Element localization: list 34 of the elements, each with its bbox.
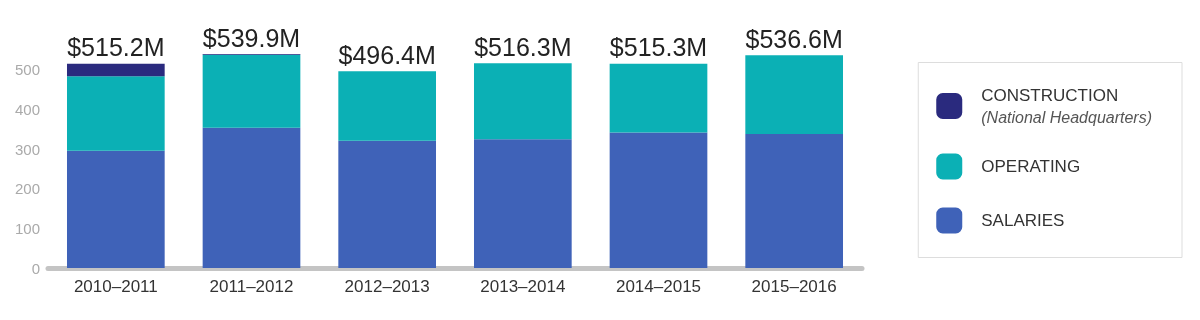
total-label: $539.9M xyxy=(202,23,301,52)
bar xyxy=(66,150,165,268)
bar xyxy=(338,140,437,268)
x-tick-label: 2013–2014 xyxy=(480,277,566,296)
bar xyxy=(66,76,165,151)
total-label: $496.4M xyxy=(338,40,436,69)
total-label: $515.2M xyxy=(67,33,165,62)
bar xyxy=(338,71,437,141)
y-tick-label: 500 xyxy=(14,61,40,79)
bar xyxy=(745,55,844,135)
total-label: $516.3M xyxy=(474,32,572,61)
x-tick-label: 2010–2011 xyxy=(73,277,158,296)
bar xyxy=(66,63,165,77)
y-tick-label: 200 xyxy=(14,180,40,198)
legend-label: CONSTRUCTION (National Headquarters) xyxy=(981,85,1152,126)
x-tick-label: 2015–2016 xyxy=(751,277,837,296)
bar xyxy=(202,127,301,268)
y-tick-label: 300 xyxy=(14,140,40,158)
bar xyxy=(473,139,572,268)
y-tick-label: 0 xyxy=(31,259,40,277)
x-tick-label: 2011–2012 xyxy=(209,277,294,296)
legend-label: OPERATING xyxy=(981,157,1081,176)
bar xyxy=(609,132,708,268)
x-tick-label: 2014–2015 xyxy=(615,277,702,296)
total-label: $536.6M xyxy=(745,24,843,53)
bar xyxy=(609,63,708,133)
legend-label: SALARIES xyxy=(981,211,1065,230)
bar xyxy=(473,63,572,140)
total-label: $515.3M xyxy=(609,33,708,62)
bar xyxy=(745,134,844,268)
y-tick-label: 400 xyxy=(14,100,40,118)
bar xyxy=(202,54,301,128)
y-tick-label: 100 xyxy=(14,219,40,237)
x-tick-label: 2012–2013 xyxy=(344,277,430,296)
